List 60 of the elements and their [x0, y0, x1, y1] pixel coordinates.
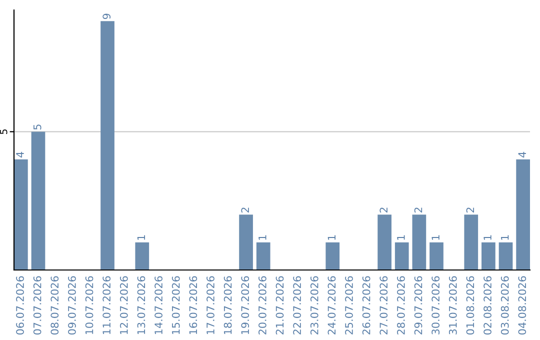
data-label: 1 [501, 235, 509, 240]
x-tick-label: 11.07.2026 [102, 276, 111, 334]
bar [326, 242, 340, 270]
x-tick-label: 18.07.2026 [224, 276, 232, 334]
bar [239, 214, 253, 270]
x-tick-label: 26.07.2026 [362, 276, 370, 334]
x-tick-label: 14.07.2026 [154, 276, 162, 334]
x-tick-label: 01.08.2026 [466, 276, 474, 335]
x-tick-label: 24.07.2026 [328, 276, 336, 334]
x-tick-label: 19.07.2026 [241, 276, 250, 334]
data-label: 2 [414, 208, 422, 213]
bar [31, 132, 46, 270]
x-tick-label: 29.07.2026 [414, 276, 422, 334]
x-tick-label: 17.07.2026 [206, 276, 214, 334]
x-tick-label: 08.07.2026 [50, 276, 59, 335]
bar [482, 242, 496, 270]
x-tick-label: 27.07.2026 [380, 276, 388, 334]
data-label: 2 [241, 208, 249, 213]
x-tick-label: 07.07.2026 [33, 276, 42, 335]
bar [464, 214, 478, 270]
x-tick-label: 12.07.2026 [120, 276, 128, 334]
data-label: 4 [518, 152, 526, 158]
x-tick-label: 28.07.2026 [397, 276, 405, 334]
bar [430, 242, 444, 270]
data-label: 1 [137, 235, 146, 240]
data-label: 1 [397, 235, 405, 240]
x-tick-label: 13.07.2026 [137, 276, 146, 334]
data-label: 2 [380, 208, 388, 213]
bar [412, 214, 426, 270]
x-tick-label: 10.07.2026 [85, 276, 94, 334]
x-tick-label: 21.07.2026 [276, 276, 284, 334]
data-label: 2 [466, 208, 474, 213]
data-label: 1 [432, 235, 440, 240]
x-tick-label: 02.08.2026 [484, 276, 492, 335]
data-label: 1 [258, 235, 266, 240]
x-tick-label: 23.07.2026 [310, 276, 318, 334]
bar [516, 159, 530, 270]
x-tick-label: 04.08.2026 [518, 276, 526, 335]
data-label: 1 [328, 235, 336, 240]
x-tick-label: 31.07.2026 [448, 276, 457, 334]
bar [135, 242, 150, 270]
x-tick-label: 15.07.2026 [172, 276, 180, 334]
data-label: 1 [484, 235, 492, 240]
data-label: 4 [16, 152, 24, 158]
data-label: 9 [102, 14, 111, 20]
data-label: 5 [34, 124, 42, 130]
x-tick-label: 25.07.2026 [345, 276, 353, 334]
x-tick-label: 09.07.2026 [68, 276, 76, 335]
x-tick-label: 30.07.2026 [432, 276, 440, 334]
bar [100, 21, 114, 270]
bar [256, 242, 270, 270]
bar [14, 159, 28, 270]
bar [498, 242, 513, 270]
bar [378, 214, 392, 270]
x-tick-label: 20.07.2026 [258, 276, 266, 334]
x-tick-label: 06.07.2026 [16, 276, 24, 335]
bar [394, 242, 409, 270]
x-tick-label: 03.08.2026 [500, 276, 509, 335]
x-tick-label: 16.07.2026 [189, 276, 198, 334]
x-tick-label: 22.07.2026 [293, 276, 301, 334]
